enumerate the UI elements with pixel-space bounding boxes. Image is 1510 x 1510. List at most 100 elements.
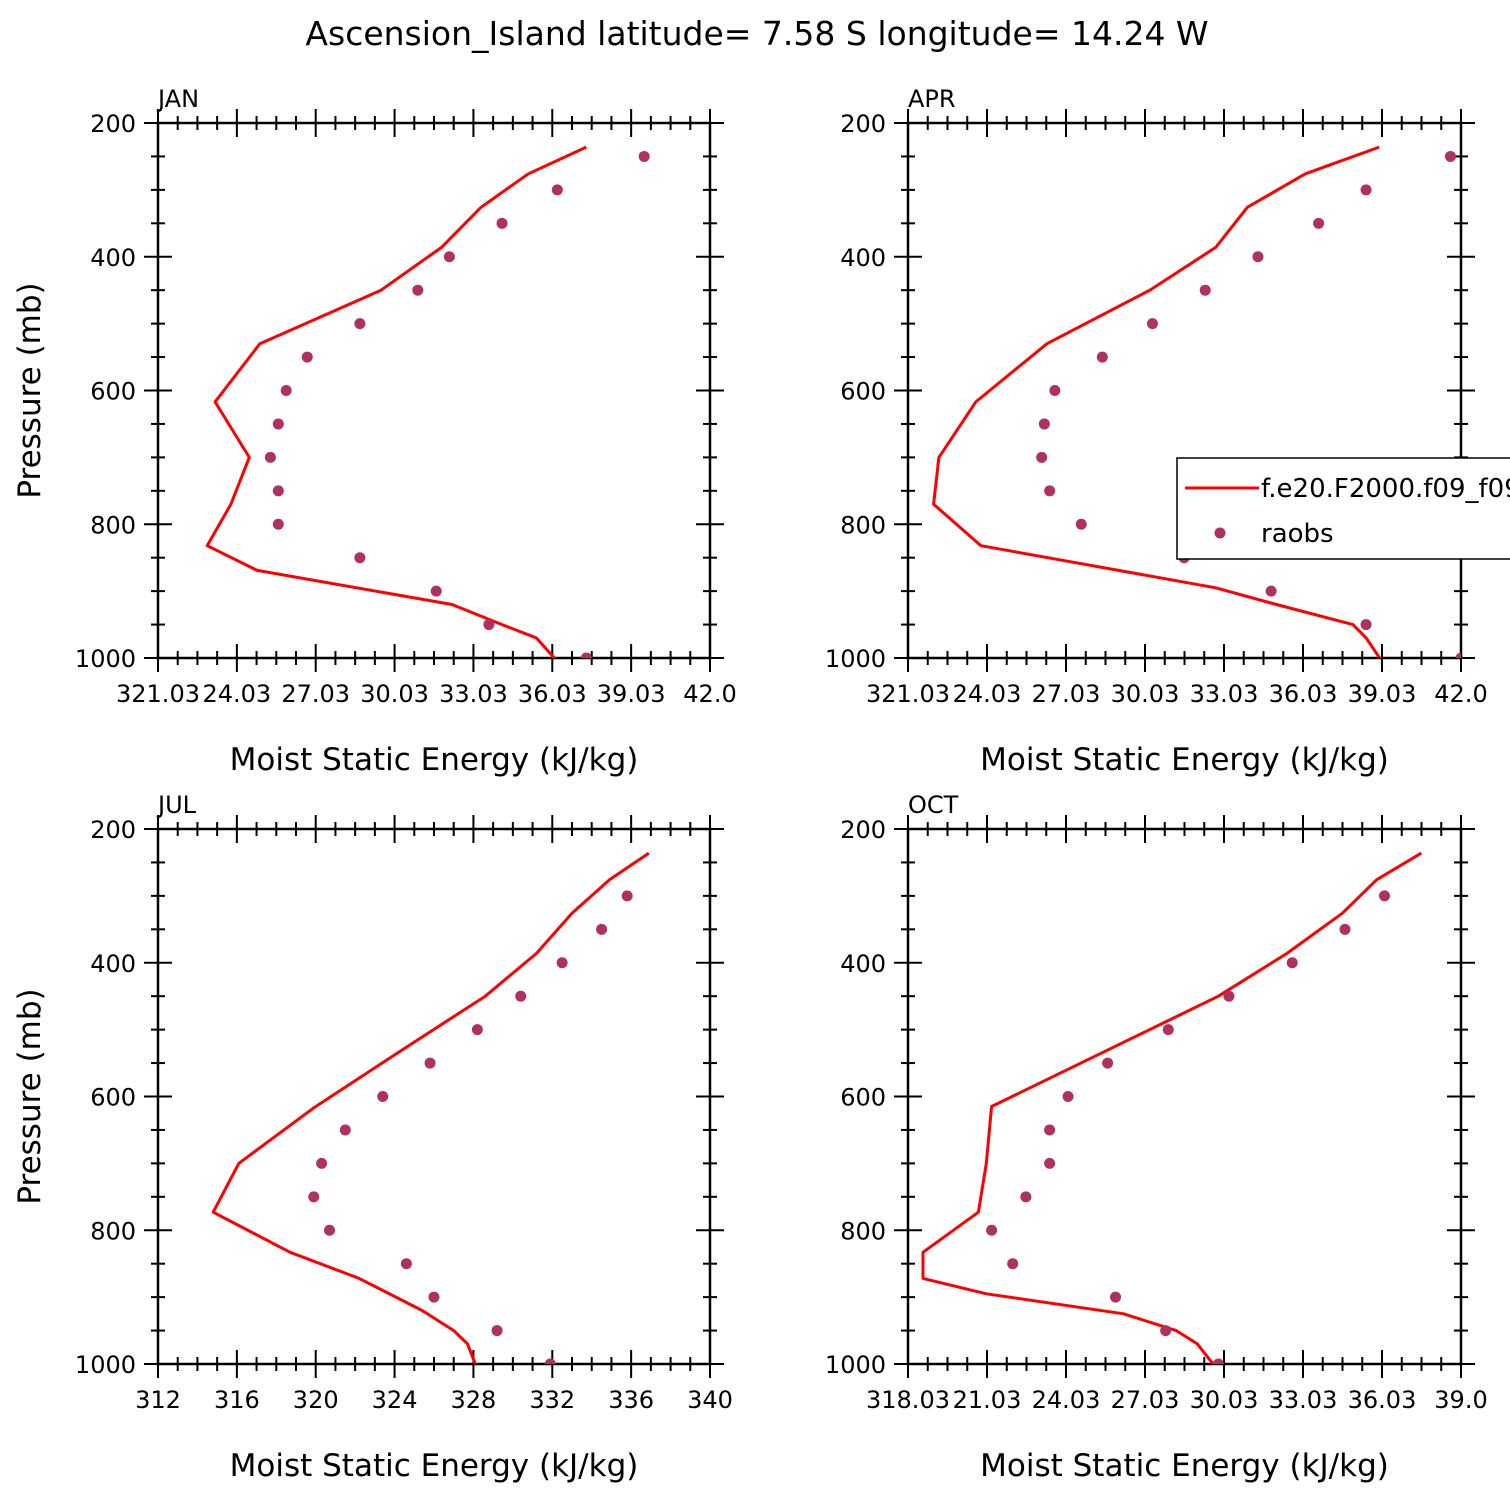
x-tick-label: 39.03 bbox=[597, 680, 666, 708]
obs-point bbox=[1146, 318, 1158, 330]
y-tick-label: 800 bbox=[90, 1217, 136, 1245]
obs-point bbox=[400, 1258, 412, 1270]
x-tick-label: 340 bbox=[687, 1386, 733, 1414]
obs-point bbox=[1044, 485, 1056, 497]
panel-jan: 200 400 600 800 1000 321.03 24.03 27.03 30.03 33.… bbox=[12, 85, 737, 778]
obs-point bbox=[272, 518, 284, 530]
x-tick-label: 328 bbox=[451, 1386, 497, 1414]
obs-point bbox=[515, 990, 527, 1002]
legend-model-label: f.e20.F2000.f09_f09 bbox=[1261, 474, 1510, 504]
obs-point bbox=[424, 1057, 436, 1069]
y-tick-label: 200 bbox=[840, 816, 886, 844]
x-tick-label: 42.0 bbox=[1434, 680, 1487, 708]
obs-point bbox=[339, 1124, 351, 1136]
y-tick-label: 800 bbox=[90, 511, 136, 539]
panel-oct: 200 400 600 800 1000 318.03 21.03 24.03 27.03 30.… bbox=[825, 791, 1488, 1484]
y-tick-label: 400 bbox=[840, 950, 886, 978]
y-tick-label: 600 bbox=[840, 1084, 886, 1112]
plot-data bbox=[921, 851, 1423, 1364]
x-tick-label: 316 bbox=[214, 1386, 260, 1414]
y-tick-label: 400 bbox=[90, 950, 136, 978]
obs-point bbox=[354, 552, 366, 564]
y-tick-label: 1000 bbox=[825, 645, 886, 673]
x-tick-label: 320 bbox=[293, 1386, 339, 1414]
panel-title: JAN bbox=[156, 85, 199, 113]
obs-point bbox=[1360, 619, 1372, 631]
obs-point bbox=[1020, 1191, 1032, 1203]
legend-obs-label: raobs bbox=[1261, 519, 1334, 549]
obs-point bbox=[638, 150, 650, 162]
obs-point bbox=[1313, 217, 1325, 229]
obs-point bbox=[324, 1224, 336, 1236]
obs-point bbox=[1044, 1157, 1056, 1169]
x-tick-label: 36.03 bbox=[1269, 680, 1338, 708]
obs-point bbox=[1162, 1024, 1174, 1036]
x-axis-label: Moist Static Energy (kJ/kg) bbox=[980, 1448, 1389, 1484]
obs-point bbox=[264, 451, 276, 463]
x-tick-label: 33.03 bbox=[1190, 680, 1259, 708]
x-axis-label: Moist Static Energy (kJ/kg) bbox=[230, 1448, 639, 1484]
y-tick-label: 400 bbox=[840, 244, 886, 272]
x-axis-label: Moist Static Energy (kJ/kg) bbox=[230, 742, 639, 778]
x-tick-label: 321.03 bbox=[866, 680, 950, 708]
y-tick-label: 600 bbox=[90, 378, 136, 406]
plot-frame bbox=[906, 827, 1463, 1366]
x-tick-label: 321.03 bbox=[116, 680, 200, 708]
x-tick-label: 24.03 bbox=[202, 680, 271, 708]
obs-point bbox=[556, 957, 568, 969]
obs-point bbox=[272, 418, 284, 430]
obs-point bbox=[1102, 1057, 1114, 1069]
obs-point bbox=[443, 251, 455, 263]
obs-point bbox=[986, 1224, 998, 1236]
x-tick-label: 24.03 bbox=[1032, 1386, 1101, 1414]
y-axis-label: Pressure (mb) bbox=[12, 282, 48, 498]
y-tick-label: 200 bbox=[840, 110, 886, 138]
obs-point bbox=[1044, 1124, 1056, 1136]
x-tick-label: 24.03 bbox=[953, 680, 1022, 708]
plot-data bbox=[932, 145, 1461, 658]
obs-point bbox=[621, 890, 633, 902]
model-line bbox=[921, 851, 1423, 1364]
obs-point bbox=[1252, 251, 1264, 263]
legend-dot-swatch bbox=[1214, 527, 1226, 539]
figure-title: Ascension_Island latitude= 7.58 S longit… bbox=[305, 14, 1208, 53]
obs-point bbox=[1096, 351, 1108, 363]
obs-point bbox=[308, 1191, 320, 1203]
x-tick-label: 30.03 bbox=[360, 680, 429, 708]
plot-data bbox=[211, 851, 650, 1364]
x-tick-label: 36.03 bbox=[1348, 1386, 1417, 1414]
obs-point bbox=[1379, 890, 1391, 902]
y-tick-label: 600 bbox=[90, 1084, 136, 1112]
x-tick-label: 312 bbox=[135, 1386, 181, 1414]
x-tick-label: 21.03 bbox=[953, 1386, 1022, 1414]
x-tick-label: 27.03 bbox=[281, 680, 350, 708]
y-tick-label: 800 bbox=[840, 1217, 886, 1245]
y-tick-label: 400 bbox=[90, 244, 136, 272]
x-tick-label: 39.03 bbox=[1348, 680, 1417, 708]
x-tick-label: 33.03 bbox=[1269, 1386, 1338, 1414]
obs-point bbox=[1075, 518, 1087, 530]
obs-point bbox=[544, 1358, 556, 1364]
obs-point bbox=[280, 385, 292, 396]
obs-point bbox=[1223, 990, 1235, 1002]
obs-point bbox=[483, 619, 495, 631]
obs-point bbox=[1265, 585, 1277, 597]
y-tick-label: 1000 bbox=[75, 645, 136, 673]
obs-point bbox=[1036, 451, 1048, 463]
x-tick-label: 33.03 bbox=[439, 680, 508, 708]
obs-point bbox=[1455, 652, 1461, 658]
obs-point bbox=[1110, 1291, 1122, 1303]
y-axis-label: Pressure (mb) bbox=[12, 988, 48, 1204]
obs-point bbox=[430, 585, 442, 597]
x-tick-label: 36.03 bbox=[518, 680, 587, 708]
panel-title: APR bbox=[908, 85, 956, 113]
obs-point bbox=[1049, 385, 1061, 396]
x-tick-label: 30.03 bbox=[1190, 1386, 1259, 1414]
obs-point bbox=[1199, 284, 1211, 296]
x-axis-label: Moist Static Energy (kJ/kg) bbox=[980, 742, 1389, 778]
x-tick-label: 318.03 bbox=[866, 1386, 950, 1414]
obs-point bbox=[580, 652, 592, 658]
